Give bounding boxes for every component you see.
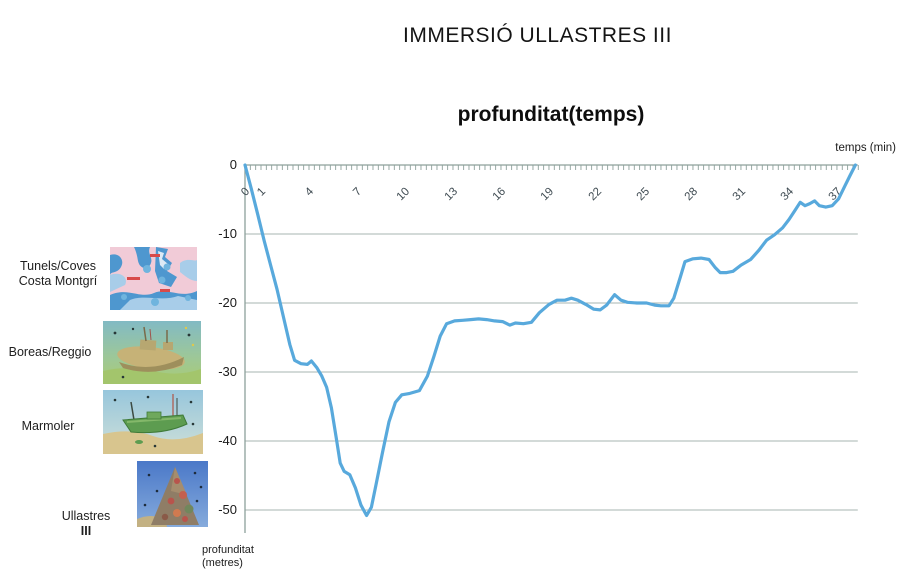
svg-text:22: 22 — [587, 186, 605, 204]
svg-text:10: 10 — [395, 186, 413, 204]
ullastres-pinnacle-thumbnail — [137, 461, 208, 527]
legend-label-ullastres-numeral: III — [80, 524, 92, 538]
svg-text:1: 1 — [255, 186, 268, 199]
page-title: IMMERSIÓ ULLASTRES III — [403, 24, 672, 47]
svg-text:28: 28 — [683, 186, 701, 204]
legend-label-ullastres-iii: Ullastres III — [36, 494, 136, 539]
svg-text:-40: -40 — [218, 433, 237, 448]
x-axis-unit-label: temps (min) — [835, 142, 896, 154]
boreas-wreck-thumbnail — [103, 321, 201, 384]
legend-label-ullastres-text: Ullastres — [61, 509, 111, 523]
y-tick-labels: 0 -10 -20 -30 -40 -50 — [218, 157, 237, 517]
legend-label-marmoler: Marmoler — [21, 419, 75, 433]
depth-profile-line — [243, 163, 858, 518]
svg-text:34: 34 — [779, 185, 797, 203]
x-tick-labels: 0 1 4 7 10 13 16 19 22 25 28 31 34 37 — [239, 185, 844, 203]
svg-text:13: 13 — [443, 186, 461, 204]
svg-text:-10: -10 — [218, 226, 237, 241]
svg-text:31: 31 — [731, 186, 749, 204]
y-axis-label: profunditat (metres) — [202, 544, 254, 569]
svg-text:4: 4 — [303, 185, 316, 198]
legend-label-tunels-coves: Tunels/Coves Costa Montgrí — [18, 259, 98, 288]
legend-label-boreas-reggio: Boreas/Reggio — [8, 345, 92, 359]
svg-text:7: 7 — [351, 186, 364, 199]
svg-text:19: 19 — [539, 186, 557, 204]
svg-text:-30: -30 — [218, 364, 237, 379]
x-minor-ticks — [244, 165, 859, 170]
svg-text:0: 0 — [230, 157, 237, 172]
chart-title: profunditat(temps) — [457, 103, 645, 126]
map-costa-montgri-thumbnail — [110, 247, 197, 310]
svg-text:25: 25 — [635, 186, 653, 204]
svg-text:-20: -20 — [218, 295, 237, 310]
marmoler-wreck-thumbnail — [103, 390, 203, 454]
gridlines — [245, 164, 858, 511]
svg-text:16: 16 — [491, 186, 509, 204]
svg-text:-50: -50 — [218, 502, 237, 517]
